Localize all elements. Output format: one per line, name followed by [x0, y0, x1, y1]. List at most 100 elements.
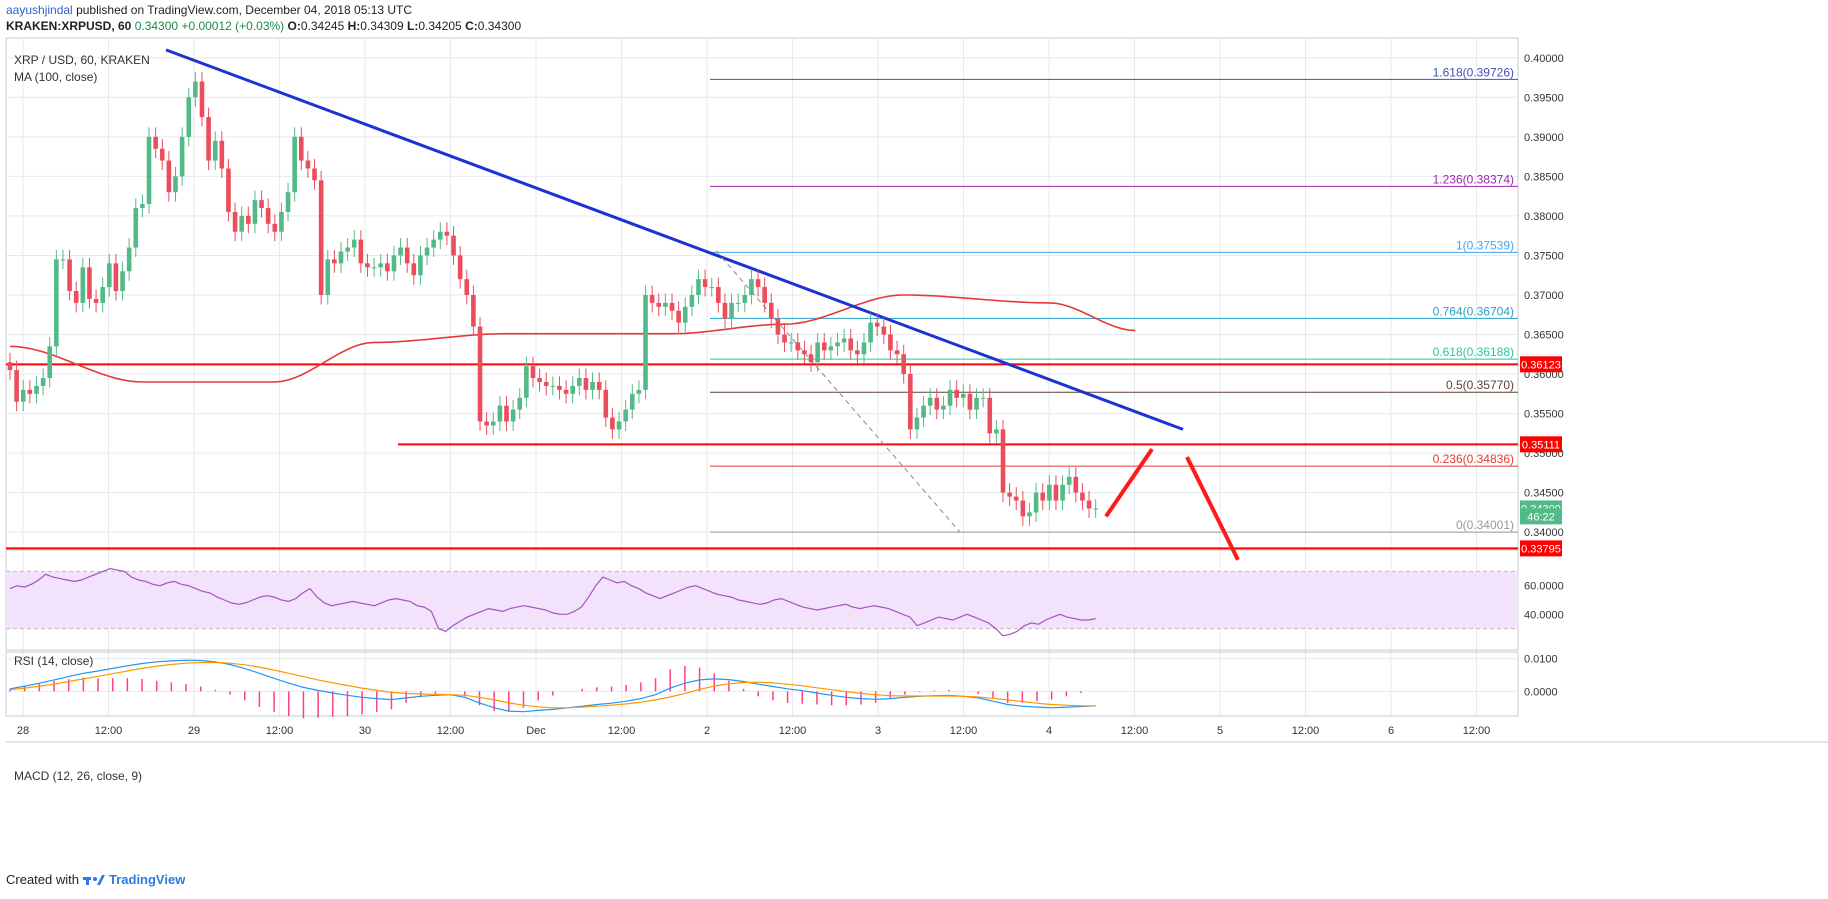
projection-up-line: [1104, 448, 1154, 518]
price-tag: [1520, 540, 1562, 557]
y-tick-label: 0.34500: [1524, 488, 1564, 500]
candle-body: [603, 389, 609, 418]
candle-body: [954, 389, 959, 398]
candle-body: [643, 294, 648, 390]
candle-body: [113, 263, 119, 292]
author-link[interactable]: aayushjindal: [6, 3, 73, 17]
open-label: O:: [287, 19, 301, 33]
candle-body: [166, 160, 172, 193]
publish-info: published on TradingView.com, December 0…: [76, 3, 413, 17]
candle-body: [47, 346, 53, 378]
price-tag-label: 0.33795: [1521, 543, 1561, 555]
open-value: 0.34245: [300, 19, 345, 33]
candle-body: [1027, 512, 1032, 517]
high-label: H:: [347, 19, 361, 33]
candle-body: [1073, 476, 1079, 493]
candle-body: [881, 326, 887, 335]
candle-body: [80, 267, 86, 303]
candle-body: [563, 389, 569, 394]
price-chart[interactable]: 1.618(0.39726) 1.236(0.38374) 1(0.37539) 0.…: [0, 0, 1828, 872]
candle-body: [722, 302, 728, 319]
candle-body: [385, 263, 390, 272]
candle-body: [782, 334, 787, 343]
candle-body: [1013, 496, 1019, 501]
candle-body: [140, 204, 145, 208]
x-tick-label: 4: [1046, 725, 1052, 737]
candle-body: [676, 310, 681, 323]
candle-body: [855, 350, 860, 355]
candle-body: [934, 397, 940, 410]
macd-line: [9, 659, 1096, 713]
candle-body: [1093, 508, 1098, 510]
candle-body: [543, 381, 549, 386]
candle-body: [921, 405, 926, 418]
candle-body: [901, 354, 906, 375]
x-tick-label: 3: [875, 725, 881, 737]
candle-body: [232, 211, 238, 232]
x-tick-label: 12:00: [1121, 725, 1149, 737]
candle-body: [351, 239, 357, 248]
x-tick-label: 12:00: [266, 725, 294, 737]
candle-body: [815, 342, 820, 363]
candle-body: [318, 180, 324, 295]
x-tick-label: 5: [1217, 725, 1223, 737]
macd-tick-label: 0.0000: [1524, 686, 1558, 698]
pane-frame: [5, 651, 1519, 717]
candle-body: [451, 235, 456, 256]
candle-body: [788, 342, 794, 344]
rsi-line: [9, 567, 1096, 637]
candle-body: [967, 393, 973, 410]
x-tick-label: 12:00: [1463, 725, 1491, 737]
candle-body: [994, 429, 999, 434]
candle-body: [636, 389, 642, 394]
candle-body: [67, 259, 72, 292]
candle-body: [246, 215, 251, 224]
candle-body: [762, 287, 767, 303]
candle-body: [821, 342, 827, 351]
close-label: C:: [465, 19, 478, 33]
x-tick-label: 29: [188, 725, 200, 737]
candle-body: [749, 279, 754, 295]
brand-link[interactable]: TradingView: [108, 872, 186, 887]
candle-body: [457, 255, 463, 280]
candle-body: [908, 374, 913, 430]
candle-body: [186, 97, 192, 137]
candle-body: [259, 200, 264, 208]
candles: [7, 72, 1098, 526]
price-tag-label: 0.36123: [1521, 359, 1561, 371]
candle-body: [616, 421, 622, 430]
y-tick-label: 0.37000: [1524, 290, 1564, 302]
fib-level-label: 1.618(0.39726): [1433, 65, 1514, 79]
candle-body: [623, 409, 628, 422]
candle-body: [371, 267, 377, 269]
candle-body: [716, 287, 721, 303]
created-with: Created with: [6, 872, 79, 887]
candle-body: [398, 247, 403, 256]
candle-body: [848, 338, 854, 351]
candle-body: [27, 389, 33, 394]
candle-body: [285, 192, 291, 212]
candle-body: [411, 263, 417, 276]
x-tick-label: 6: [1388, 725, 1394, 737]
candle-body: [1053, 484, 1059, 501]
candle-body: [87, 267, 92, 299]
candle-body: [1066, 476, 1072, 485]
y-tick-label: 0.38500: [1524, 171, 1564, 183]
candle-body: [365, 263, 370, 268]
candle-body: [40, 378, 46, 386]
y-tick-label: 0.34000: [1524, 527, 1564, 539]
candle-body: [60, 259, 66, 261]
fib-level-label: 0.5(0.35770): [1446, 378, 1514, 392]
candle-body: [682, 306, 688, 323]
candle-body: [914, 417, 920, 430]
rsi-tick-label: 60.0000: [1524, 581, 1564, 593]
y-tick-label: 0.38000: [1524, 211, 1564, 223]
candle-body: [7, 362, 13, 371]
candle-body: [391, 255, 397, 272]
candle-body: [292, 136, 297, 193]
candle-body: [464, 279, 470, 295]
candle-body: [212, 140, 218, 161]
candle-body: [974, 397, 979, 410]
candle-body: [960, 393, 966, 398]
candle-body: [1020, 500, 1026, 517]
